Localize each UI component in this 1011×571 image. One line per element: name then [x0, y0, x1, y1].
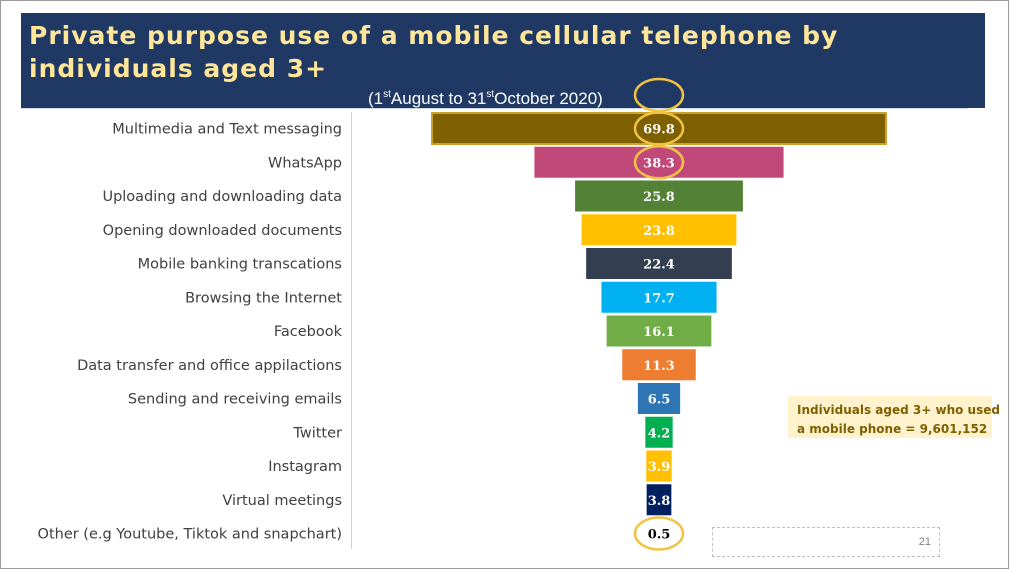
funnel-bar: [575, 180, 743, 212]
funnel-bar: [637, 383, 681, 414]
total-users-note-text: Individuals aged 3+ who used a mobile ph…: [797, 401, 1000, 439]
value-label: 17.7: [643, 291, 675, 306]
subtitle-ordinal-2: st: [486, 89, 495, 100]
value-highlight-circle: [633, 145, 685, 180]
category-label: Other (e.g Youtube, Tiktok and snapchart…: [38, 527, 342, 543]
value-highlight-circle: [633, 111, 685, 146]
funnel-bar: [622, 349, 696, 381]
value-label: 3.8: [648, 494, 671, 509]
funnel-bar: [646, 484, 672, 516]
note-line-1: Individuals aged 3+ who used: [797, 403, 1000, 417]
subtitle-ordinal-1: st: [383, 89, 391, 100]
category-label: Instagram: [268, 459, 342, 475]
category-label: Mobile banking transcations: [138, 257, 342, 273]
category-label: Virtual meetings: [222, 493, 342, 509]
value-label: 38.3: [643, 156, 675, 171]
category-label: Uploading and downloading data: [102, 189, 342, 205]
page-number: 21: [918, 536, 931, 548]
value-highlight-circle: [633, 516, 685, 551]
value-label: 0.5: [648, 528, 671, 543]
value-label: 4.2: [648, 426, 671, 441]
funnel-bar: [431, 112, 887, 145]
subtitle-part-close: October 2020): [494, 89, 603, 108]
funnel-bar: [586, 248, 732, 279]
value-label: 23.8: [643, 224, 675, 239]
total-users-note: Individuals aged 3+ who used a mobile ph…: [788, 396, 1000, 438]
title-banner: Private purpose use of a mobile cellular…: [21, 13, 985, 108]
category-label: Multimedia and Text messaging: [112, 122, 342, 138]
category-label: Sending and receiving emails: [128, 392, 342, 408]
category-axis-line: [351, 112, 352, 549]
category-label: Data transfer and office appilactions: [77, 358, 342, 374]
chart-subtitle: (1stAugust to 31stOctober 2020): [368, 84, 603, 110]
funnel-bar: [646, 450, 672, 482]
category-label: Twitter: [292, 425, 342, 441]
funnel-bar: [645, 416, 673, 448]
category-label: Facebook: [274, 324, 343, 340]
page-number-box: 21: [712, 527, 940, 557]
value-label: 3.9: [648, 460, 671, 475]
value-label: 69.8: [643, 123, 675, 138]
subtitle-part-open: (1: [368, 89, 384, 108]
funnel-bar: [534, 146, 784, 178]
category-label: Browsing the Internet: [185, 290, 342, 306]
value-label: 11.3: [643, 359, 675, 374]
funnel-bar: [601, 281, 717, 313]
note-line-2: a mobile phone = 9,601,152: [797, 422, 988, 436]
category-label: Opening downloaded documents: [103, 223, 342, 239]
funnel-bar: [606, 315, 712, 347]
value-label: 16.1: [643, 325, 675, 340]
category-label: WhatsApp: [268, 155, 342, 171]
header-rule: [21, 108, 968, 109]
chart-title: Private purpose use of a mobile cellular…: [29, 21, 839, 83]
subtitle-highlight-circle: [633, 77, 685, 113]
value-label: 6.5: [648, 393, 671, 408]
value-label: 25.8: [643, 190, 675, 205]
subtitle-part-mid: August to 31: [390, 89, 487, 108]
funnel-bar: [581, 214, 737, 246]
value-label: 22.4: [643, 258, 675, 273]
